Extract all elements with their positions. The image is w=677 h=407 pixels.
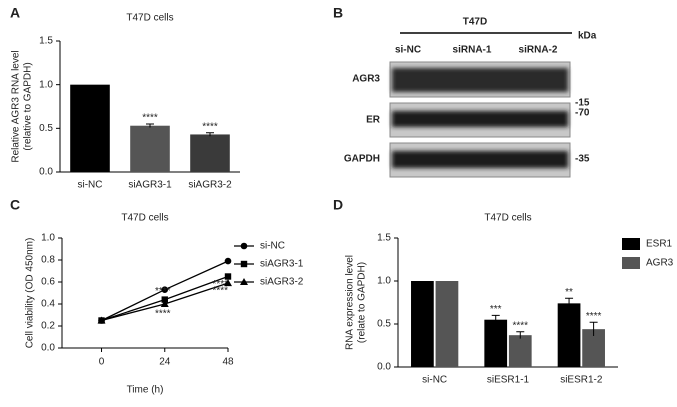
blot-band [392, 111, 568, 127]
panel-letter: B [333, 5, 343, 21]
row-label: ER [366, 115, 381, 126]
x-axis-label: Time (h) [127, 385, 164, 396]
panel-letter: D [333, 197, 343, 213]
y-axis-label: (relative to GAPDH) [23, 62, 34, 150]
x-tick-label: siESR1-1 [487, 375, 530, 386]
bar [484, 319, 508, 367]
blot-band [392, 151, 568, 168]
legend-swatch [622, 257, 640, 269]
panel-letter: C [10, 197, 20, 213]
marker [161, 286, 169, 294]
bar [70, 84, 110, 172]
bar [508, 335, 532, 367]
x-tick-label: 0 [99, 357, 105, 368]
bar [435, 281, 459, 367]
y-tick-label: 1.0 [377, 276, 391, 287]
error-bar [146, 123, 154, 128]
bar [130, 125, 170, 172]
x-tick-label: siESR1-2 [560, 375, 603, 386]
bar [190, 134, 230, 172]
chart-title: T47D cells [484, 213, 531, 224]
legend-label: siAGR3-1 [260, 259, 304, 270]
y-tick-label: 0.2 [41, 321, 55, 332]
significance: **** [155, 309, 171, 320]
y-tick-label: 0.6 [41, 277, 55, 288]
marker [97, 316, 106, 324]
x-tick-label: si-NC [422, 375, 447, 386]
marker [240, 260, 248, 268]
x-tick-label: 48 [222, 357, 234, 368]
size-marker: -70 [575, 108, 590, 119]
significance: **** [212, 286, 228, 297]
y-tick-label: 1.0 [39, 79, 53, 90]
lane-label: siRNA-1 [453, 45, 492, 56]
chart-title: T47D cells [126, 13, 173, 24]
error-bar [516, 331, 525, 339]
marker [224, 257, 232, 265]
significance: **** [586, 311, 602, 322]
marker [160, 300, 169, 307]
western-blot: B T47D kDa si-NC siRNA-1 siRNA-2 AGR3 -1… [333, 5, 597, 178]
y-tick-label: 0.0 [39, 167, 53, 178]
y-tick-label: 1.5 [377, 233, 391, 244]
significance: **** [142, 113, 158, 124]
y-tick-label: 0.0 [41, 343, 55, 354]
y-tick-label: 0.8 [41, 255, 55, 266]
significance: *** [490, 304, 502, 315]
marker [240, 242, 248, 250]
legend-label: AGR3 [646, 258, 674, 269]
marker [224, 273, 232, 280]
y-tick-label: 1.5 [39, 36, 53, 47]
error-bar [206, 132, 214, 137]
error-bar [589, 321, 598, 337]
x-tick-label: 24 [159, 357, 171, 368]
lane-label: siRNA-2 [519, 45, 558, 56]
error-bar [565, 297, 574, 309]
cell-line: T47D [463, 17, 487, 28]
legend-swatch [622, 238, 640, 250]
size-marker: -15 [575, 98, 590, 109]
y-axis-label: (relate to GAPDH) [357, 262, 368, 343]
legend-label: si-NC [260, 241, 285, 252]
y-tick-label: 0.0 [377, 362, 391, 373]
y-tick-label: 0.4 [41, 299, 55, 310]
bar [411, 281, 434, 367]
unit-label: kDa [578, 31, 597, 42]
size-marker: -35 [575, 154, 590, 165]
x-tick-label: si-NC [78, 180, 103, 191]
lane-label: si-NC [395, 45, 421, 56]
legend-label: siAGR3-2 [260, 277, 304, 288]
error-bar [491, 314, 500, 324]
bar [582, 329, 605, 367]
significance: **** [512, 320, 528, 331]
significance: **** [155, 286, 171, 297]
row-label: AGR3 [352, 74, 380, 85]
y-axis-label: Relative AGR3 RNA level [11, 50, 22, 162]
significance: **** [212, 279, 228, 290]
marker [161, 296, 168, 303]
y-axis-label: Cell viability (OD 450nm) [25, 238, 36, 349]
y-tick-label: 0.5 [377, 319, 391, 330]
bar [557, 303, 581, 367]
legend-label: ESR1 [646, 239, 673, 250]
panel-letter: A [10, 5, 20, 21]
x-tick-label: siAGR3-2 [188, 180, 232, 191]
y-tick-label: 0.5 [39, 123, 53, 134]
chart-title: T47D cells [121, 213, 168, 224]
y-axis-label: RNA expression level [345, 255, 356, 350]
y-tick-label: 1.0 [41, 233, 55, 244]
marker [240, 278, 248, 285]
significance: **** [202, 121, 218, 132]
significance: ** [565, 287, 573, 298]
row-label: GAPDH [344, 154, 380, 165]
blot-band [392, 68, 568, 92]
x-tick-label: siAGR3-1 [128, 180, 172, 191]
marker [224, 279, 232, 287]
